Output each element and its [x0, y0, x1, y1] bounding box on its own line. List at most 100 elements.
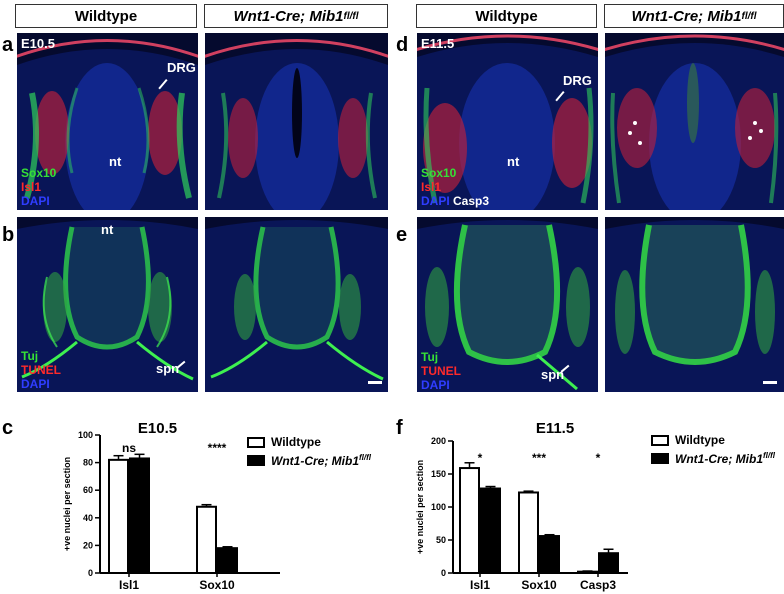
tissue-section-image	[605, 220, 784, 392]
micrograph-a-mutant	[205, 33, 388, 210]
legend-label-text: Wnt1-Cre; Mib1	[271, 454, 359, 468]
legend-swatch-wildtype	[651, 435, 669, 446]
tissue-section-image	[417, 220, 598, 392]
bar-mutant	[129, 457, 150, 574]
y-tick-label: 40	[83, 513, 93, 523]
y-tick-label: 60	[83, 485, 93, 495]
drg-label: DRG	[167, 60, 196, 75]
stage-label: E11.5	[421, 36, 455, 51]
y-tick-label: 0	[88, 568, 93, 578]
micrograph-d-wildtype: E11.5 DRG nt Sox10 Isl1 DAPI Casp3	[417, 33, 598, 210]
header-superscript: fl/fl	[343, 10, 359, 22]
bar-chart-e10-5: 0 20 40 60 80 100 +ve nuclei per section Isl1 ns…	[62, 430, 280, 592]
y-axis-label: +ve nuclei per section	[415, 460, 425, 554]
y-tick-label: 80	[83, 458, 93, 468]
legend-tunel: TUNEL	[421, 364, 461, 378]
panel-label-a: a	[2, 34, 14, 56]
header-text: Wnt1-Cre; Mib1	[233, 7, 344, 25]
micrograph-e-wildtype: spn Tuj TUNEL DAPI	[417, 217, 598, 392]
panel-label-f: f	[396, 417, 403, 439]
y-tick-label: 200	[431, 436, 446, 446]
significance-label: ***	[532, 451, 546, 465]
legend-isl1: Isl1	[21, 180, 42, 194]
panel-label-e: e	[396, 224, 408, 246]
scale-bar	[368, 381, 382, 384]
y-tick-label: 150	[431, 469, 446, 479]
category-label: Casp3	[580, 578, 616, 592]
category-label: Isl1	[119, 578, 139, 592]
legend-swatch-mutant	[651, 453, 669, 464]
legend-label-mutant: Wnt1-Cre; Mib1fl/fl	[675, 451, 775, 466]
bar-mutant	[480, 487, 501, 574]
spn-label: spn	[541, 367, 565, 382]
stain-legend: Sox10 Isl1 DAPI Casp3	[421, 166, 489, 208]
drg-label: DRG	[563, 73, 592, 88]
micrograph-d-mutant	[605, 33, 784, 210]
y-tick-label: 100	[431, 502, 446, 512]
legend-label-sup: fl/fl	[763, 451, 775, 460]
significance-label: ****	[208, 441, 227, 455]
panel-label-b: b	[2, 224, 15, 246]
legend-label-wildtype: Wildtype	[675, 433, 725, 447]
legend-dapi: DAPI	[21, 377, 50, 391]
y-tick-label: 50	[436, 535, 446, 545]
bar-wildtype	[518, 491, 539, 574]
category-label: Isl1	[470, 578, 490, 592]
header-wildtype-right: Wildtype	[416, 4, 597, 28]
legend-label-sup: fl/fl	[359, 453, 371, 462]
stain-legend: Sox10 Isl1 DAPI	[21, 166, 56, 208]
stage-label: E10.5	[21, 36, 55, 51]
legend-dapi: DAPI	[21, 194, 50, 208]
legend-sox10: Sox10	[21, 166, 57, 180]
y-tick-label: 20	[83, 540, 93, 550]
nt-label: nt	[507, 154, 520, 169]
bar-mutant	[598, 552, 619, 574]
legend-sox10: Sox10	[421, 166, 457, 180]
header-superscript: fl/fl	[741, 10, 757, 22]
panel-label-c: c	[2, 417, 14, 439]
tissue-section-image	[17, 39, 198, 210]
header-text: Wildtype	[475, 7, 538, 25]
micrograph-b-wildtype: nt spn Tuj TUNEL DAPI	[17, 217, 198, 392]
bar-mutant	[539, 535, 560, 574]
bar-chart-e11-5: 0 50 100 150 200 +ve nuclei per section Isl1 * S…	[415, 436, 628, 592]
nt-label: nt	[101, 222, 114, 237]
significance-label: *	[596, 451, 601, 465]
legend-isl1: Isl1	[421, 180, 442, 194]
category-label: Sox10	[521, 578, 557, 592]
bar-wildtype	[577, 570, 598, 574]
bar-wildtype	[459, 467, 480, 575]
y-tick-label: 0	[441, 568, 446, 578]
micrograph-b-mutant	[205, 217, 388, 392]
legend-label-wildtype: Wildtype	[271, 435, 321, 449]
chart-title: E11.5	[535, 420, 575, 437]
tissue-section-image	[417, 34, 598, 210]
significance-label: ns	[122, 441, 136, 455]
legend-swatch-mutant	[247, 455, 265, 466]
stain-legend: Tuj TUNEL DAPI	[421, 350, 461, 392]
significance-label: *	[478, 451, 483, 465]
legend-casp3: Casp3	[453, 194, 490, 208]
spn-label: spn	[156, 361, 180, 376]
bar-mutant	[217, 547, 238, 575]
legend-swatch-wildtype	[247, 437, 265, 448]
scale-bar	[763, 381, 777, 384]
header-text: Wildtype	[74, 7, 138, 25]
legend-tuj: Tuj	[421, 350, 439, 364]
tissue-section-image	[17, 220, 198, 392]
tissue-section-image	[605, 34, 784, 210]
y-tick-label: 100	[78, 430, 93, 440]
nt-label: nt	[109, 154, 122, 169]
bar-wildtype	[108, 458, 129, 575]
legend-tunel: TUNEL	[21, 363, 61, 377]
legend-label-text: Wnt1-Cre; Mib1	[675, 452, 763, 466]
micrograph-a-wildtype: E10.5 DRG nt Sox10 Isl1 DAPI	[17, 33, 198, 210]
header-mutant-left: Wnt1-Cre; Mib1 fl/fl	[204, 4, 388, 28]
category-label: Sox10	[199, 578, 235, 592]
panel-label-d: d	[396, 34, 409, 56]
tissue-section-image	[205, 220, 388, 392]
legend-label-mutant: Wnt1-Cre; Mib1fl/fl	[271, 453, 371, 468]
header-wildtype-left: Wildtype	[15, 4, 197, 28]
legend-dapi: DAPI	[421, 378, 450, 392]
micrograph-e-mutant	[605, 217, 784, 392]
